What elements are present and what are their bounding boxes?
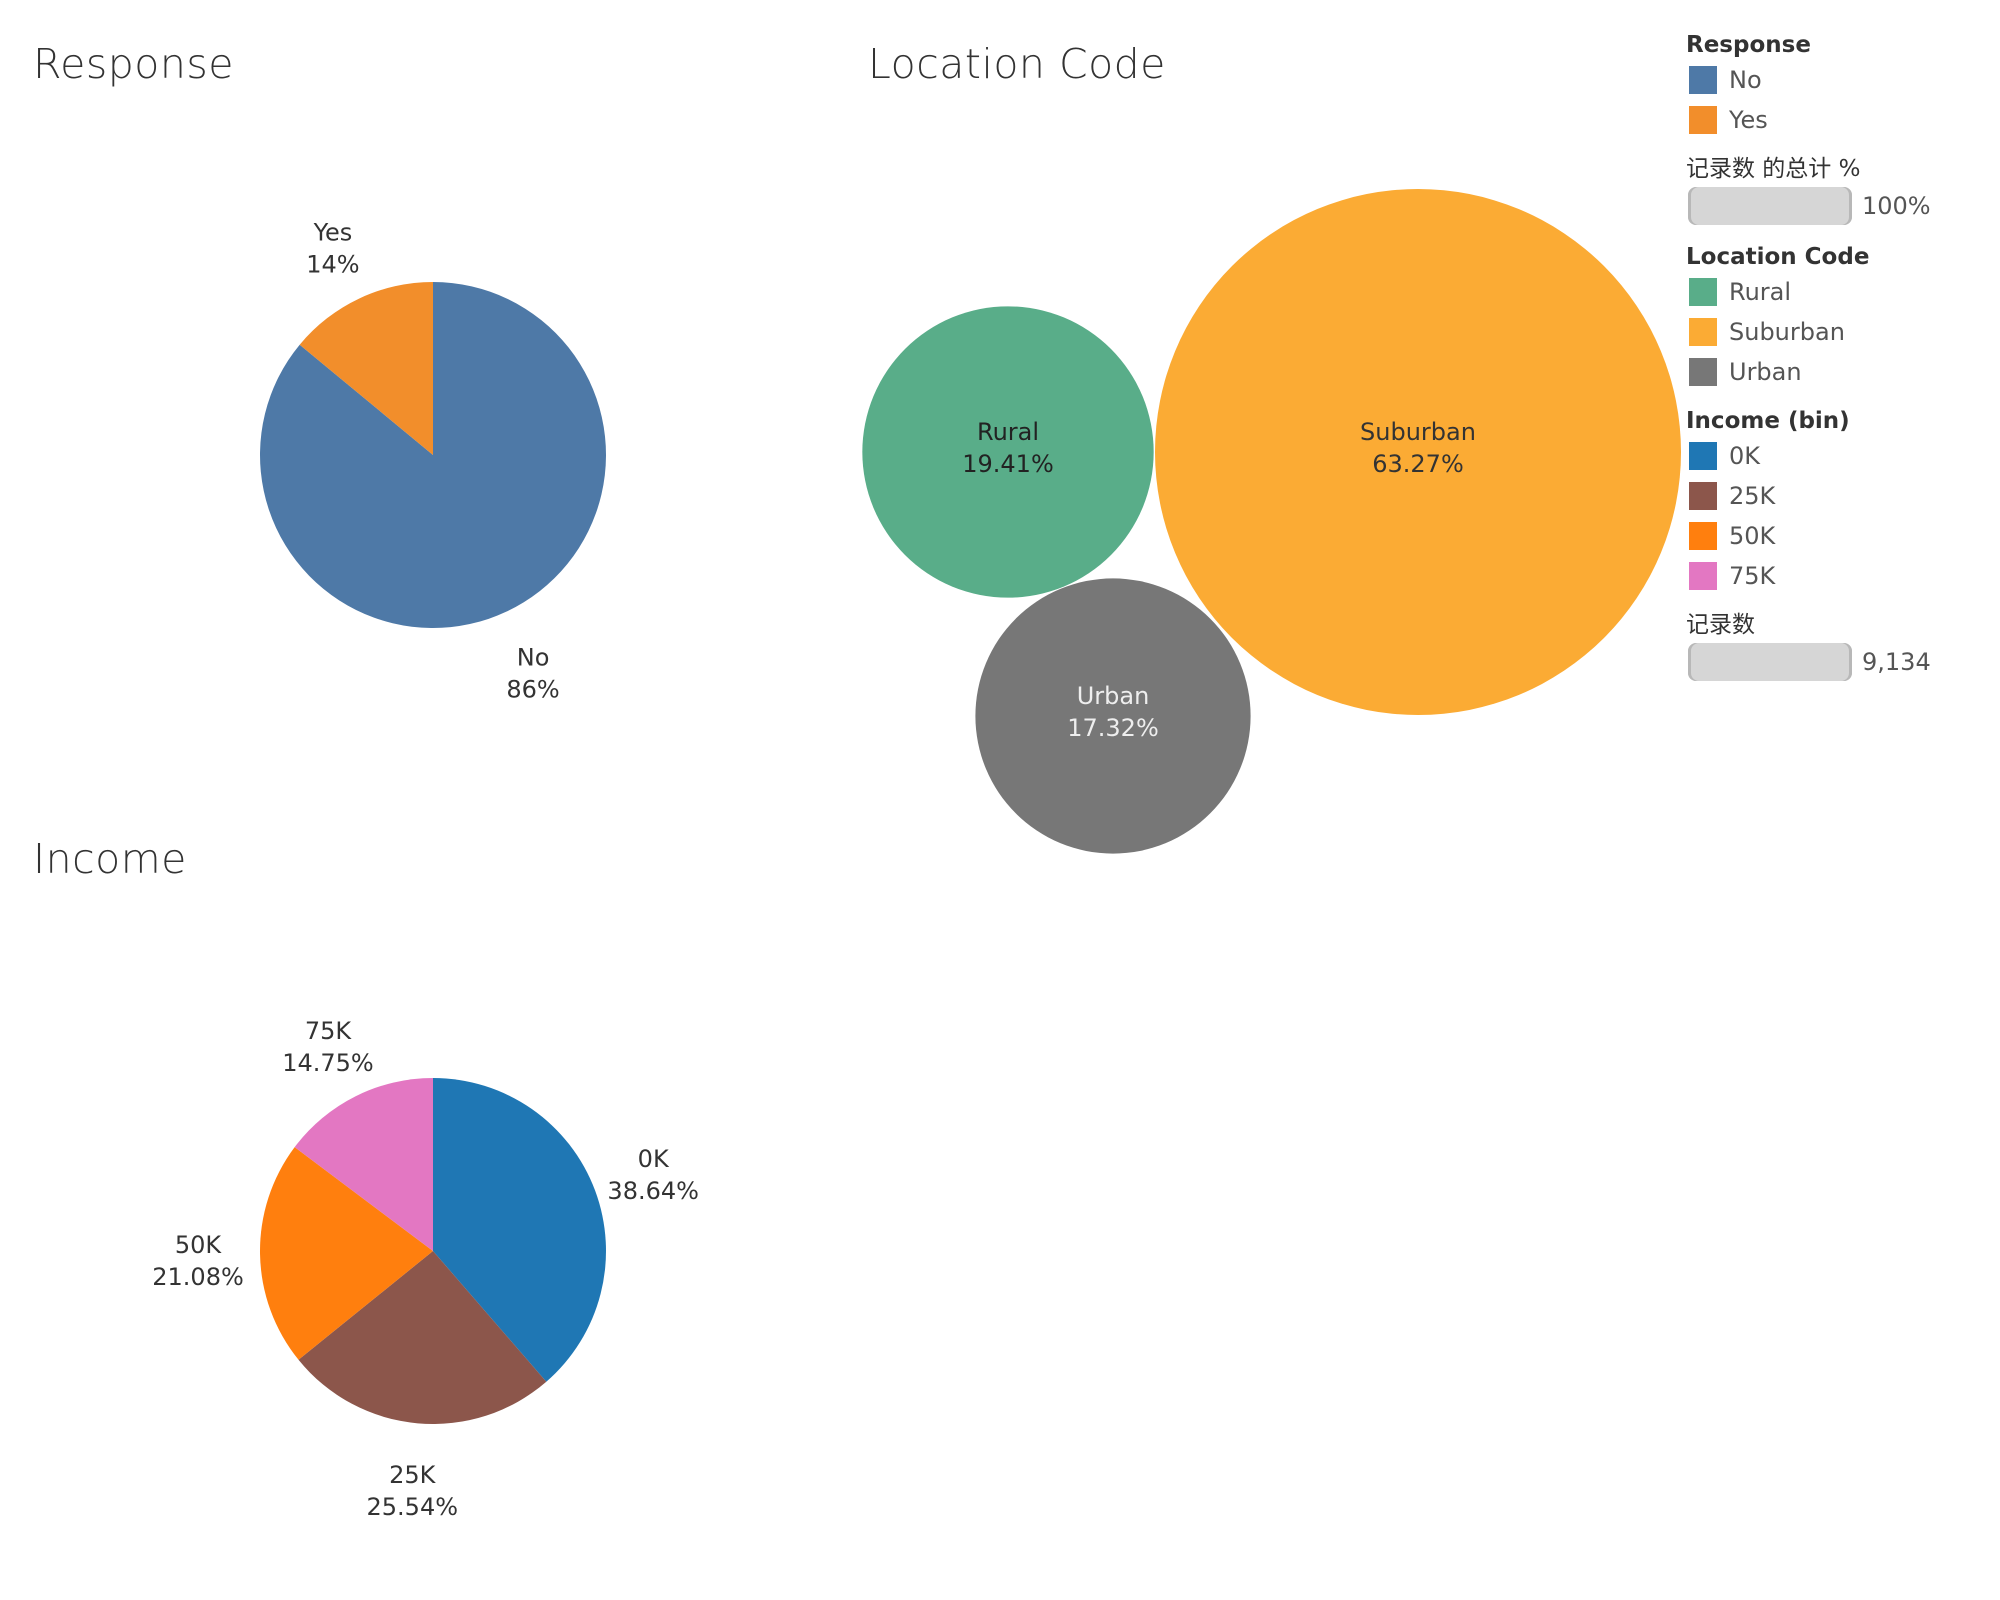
income-slice-50k-label: 50K xyxy=(175,1231,223,1259)
income-panel-title: Income xyxy=(33,835,187,883)
legend-swatch-no xyxy=(1689,66,1717,94)
location-bubble-rural-value: 19.41% xyxy=(962,450,1054,478)
response-legend-title: Response xyxy=(1686,32,1811,58)
legend-swatch-75k xyxy=(1689,562,1717,590)
legend-item-yes[interactable]: Yes xyxy=(1686,100,1986,140)
percent-total-legend: 记录数 的总计 % 100% xyxy=(1686,154,1986,228)
legend-label-no: No xyxy=(1729,66,1762,94)
legend-panel: Response No Yes 记录数 的总计 % 100% Location … xyxy=(1686,30,1986,684)
legend-label-yes: Yes xyxy=(1729,106,1768,134)
location-panel-title: Location Code xyxy=(868,40,1166,88)
income-slice-0k[interactable] xyxy=(433,1078,606,1382)
legend-swatch-suburban xyxy=(1689,318,1717,346)
record-count-legend-title: 记录数 xyxy=(1686,612,1755,638)
location-bubble-urban[interactable] xyxy=(975,578,1251,854)
legend-item-suburban[interactable]: Suburban xyxy=(1686,312,1986,352)
response-slice-no-label: No xyxy=(517,644,550,672)
legend-swatch-yes xyxy=(1689,106,1717,134)
income-slice-50k-value: 21.08% xyxy=(152,1263,244,1291)
legend-item-no[interactable]: No xyxy=(1686,60,1986,100)
response-slice-yes-value: 14% xyxy=(306,250,359,278)
income-slice-75k-value: 14.75% xyxy=(282,1049,374,1077)
legend-item-0k[interactable]: 0K xyxy=(1686,436,1986,476)
record-count-size-row: 9,134 xyxy=(1686,640,1986,684)
income-legend-title: Income (bin) xyxy=(1686,408,1850,434)
response-pie-chart: No 86% Yes 14% xyxy=(260,218,607,704)
location-bubble-urban-value: 17.32% xyxy=(1067,714,1159,742)
location-bubble-chart: Rural 19.41% Suburban 63.27% Urban 17.32% xyxy=(862,189,1681,854)
location-bubble-rural[interactable] xyxy=(862,306,1154,598)
legend-item-urban[interactable]: Urban xyxy=(1686,352,1986,392)
income-slice-75k[interactable] xyxy=(294,1078,433,1251)
legend-label-rural: Rural xyxy=(1729,278,1792,306)
percent-total-size-row: 100% xyxy=(1686,184,1986,228)
legend-label-25k: 25K xyxy=(1729,482,1776,510)
location-bubble-rural-label: Rural xyxy=(977,418,1039,446)
record-count-value: 9,134 xyxy=(1862,648,1931,676)
location-bubble-suburban[interactable] xyxy=(1155,189,1681,715)
income-slice-50k[interactable] xyxy=(259,1147,433,1360)
legend-swatch-rural xyxy=(1689,278,1717,306)
response-slice-no-value: 86% xyxy=(506,676,559,704)
percent-total-legend-title: 记录数 的总计 % xyxy=(1686,156,1861,182)
legend-label-urban: Urban xyxy=(1729,358,1802,386)
response-panel-title: Response xyxy=(33,40,234,88)
legend-swatch-50k xyxy=(1689,522,1717,550)
legend-item-75k[interactable]: 75K xyxy=(1686,556,1986,596)
legend-item-rural[interactable]: Rural xyxy=(1686,272,1986,312)
record-count-legend: 记录数 9,134 xyxy=(1686,610,1986,684)
legend-item-25k[interactable]: 25K xyxy=(1686,476,1986,516)
income-slice-0k-value: 38.64% xyxy=(607,1177,699,1205)
response-slice-yes[interactable] xyxy=(299,282,433,455)
location-bubble-suburban-label: Suburban xyxy=(1360,418,1476,446)
income-legend: Income (bin) 0K 25K 50K 75K xyxy=(1686,406,1986,596)
legend-label-0k: 0K xyxy=(1729,442,1761,470)
response-slice-no[interactable] xyxy=(260,282,607,628)
legend-swatch-25k xyxy=(1689,482,1717,510)
response-slice-yes-label: Yes xyxy=(313,218,353,246)
legend-label-75k: 75K xyxy=(1729,562,1776,590)
location-bubble-suburban-value: 63.27% xyxy=(1372,450,1464,478)
legend-label-suburban: Suburban xyxy=(1729,318,1845,346)
income-pie-chart: 0K 38.64% 25K 25.54% 50K 21.08% 75K 14.75% xyxy=(152,1017,699,1521)
location-legend-title: Location Code xyxy=(1686,244,1870,270)
location-bubble-urban-label: Urban xyxy=(1077,682,1150,710)
response-legend: Response No Yes xyxy=(1686,30,1986,140)
legend-item-50k[interactable]: 50K xyxy=(1686,516,1986,556)
legend-swatch-urban xyxy=(1689,358,1717,386)
location-legend: Location Code Rural Suburban Urban xyxy=(1686,242,1986,392)
income-slice-0k-label: 0K xyxy=(638,1145,670,1173)
income-slice-25k-label: 25K xyxy=(389,1461,437,1489)
income-slice-25k-value: 25.54% xyxy=(367,1493,459,1521)
legend-swatch-0k xyxy=(1689,442,1717,470)
income-slice-75k-label: 75K xyxy=(305,1017,353,1045)
percent-total-value: 100% xyxy=(1862,192,1931,220)
legend-label-50k: 50K xyxy=(1729,522,1776,550)
percent-total-size-bar xyxy=(1688,187,1852,225)
record-count-size-bar xyxy=(1688,643,1852,681)
income-slice-25k[interactable] xyxy=(298,1251,547,1424)
